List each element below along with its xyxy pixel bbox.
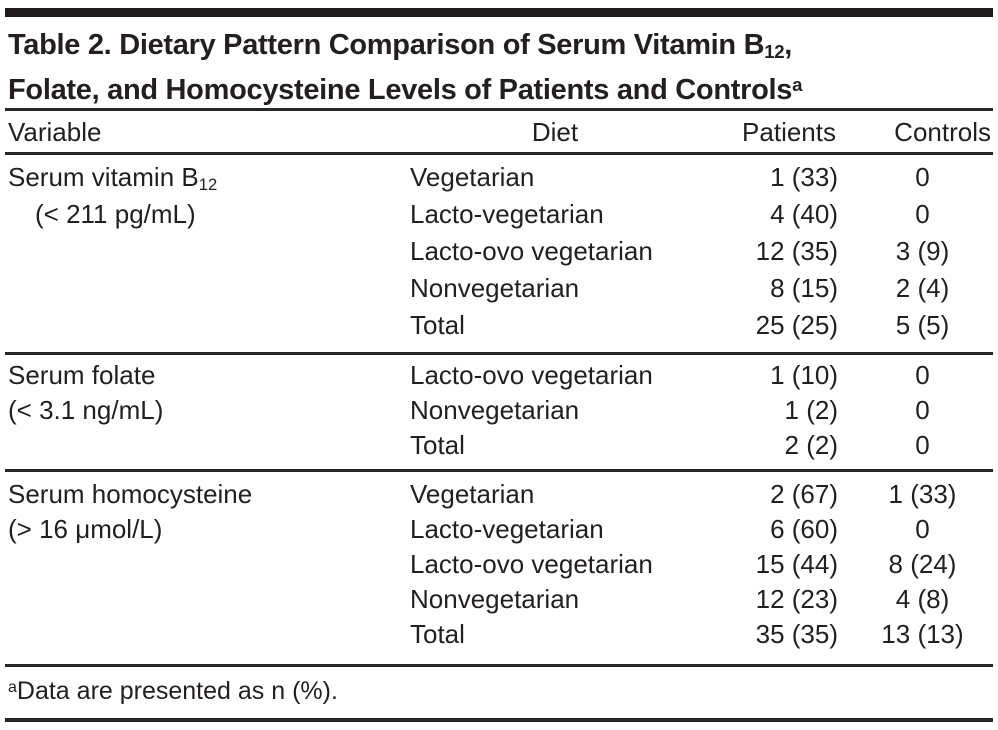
table-row: Serum vitamin B12 Vegetarian 1 (33) 0 — [5, 159, 993, 196]
diet-cell: Vegetarian — [410, 162, 535, 192]
table-section: Serum folate Lacto-ovo vegetarian 1 (10) 0(… — [5, 355, 993, 472]
title-footnote-marker: a — [792, 74, 803, 96]
table-row: Nonvegetarian 12 (23) 4 (8) — [5, 582, 993, 617]
table-section: Serum homocysteine Vegetarian 2 (67) 1 (33)… — [5, 472, 993, 667]
controls-cell: 0 — [915, 514, 930, 544]
footnote-marker: a — [8, 679, 17, 697]
table-title-line1: Table 2. Dietary Pattern Comparison of S… — [8, 29, 793, 63]
patients-cell: 2 (67) — [770, 479, 838, 509]
patients-cell: 8 (15) — [770, 273, 838, 303]
table-row: Serum folate Lacto-ovo vegetarian 1 (10) 0 — [5, 358, 993, 393]
variable-cell: (< 3.1 ng/mL) — [8, 395, 164, 425]
table-bottom-rule — [5, 718, 993, 722]
diet-cell: Total — [410, 430, 465, 460]
controls-cell: 0 — [915, 162, 930, 192]
title-subscript: 12 — [764, 41, 785, 63]
table-row: Nonvegetarian 8 (15) 2 (4) — [5, 270, 993, 307]
column-header-patients: Patients — [742, 117, 836, 147]
controls-cell: 13 (13) — [881, 619, 964, 649]
patients-cell: 12 (35) — [755, 236, 838, 266]
diet-cell: Lacto-ovo vegetarian — [410, 549, 653, 579]
diet-cell: Vegetarian — [410, 479, 535, 509]
diet-cell: Lacto-ovo vegetarian — [410, 236, 653, 266]
column-header-variable: Variable — [8, 117, 102, 147]
controls-cell: 0 — [915, 430, 930, 460]
controls-cell: 4 (8) — [895, 584, 950, 614]
patients-cell: 2 (2) — [784, 430, 838, 460]
variable-cell: (< 211 pg/mL) — [35, 199, 196, 229]
table-row: Total 25 (25) 5 (5) — [5, 307, 993, 344]
diet-cell: Lacto-ovo vegetarian — [410, 360, 653, 390]
patients-cell: 1 (10) — [770, 360, 838, 390]
patients-cell: 4 (40) — [770, 199, 838, 229]
table-row: Serum homocysteine Vegetarian 2 (67) 1 (33) — [5, 477, 993, 512]
controls-cell: 8 (24) — [888, 549, 957, 579]
diet-cell: Nonvegetarian — [410, 273, 580, 303]
footnote-text: Data are presented as n (%). — [16, 677, 338, 705]
table-row: (< 211 pg/mL) Lacto-vegetarian 4 (40) 0 — [5, 196, 993, 233]
controls-cell: 1 (33) — [888, 479, 957, 509]
variable-cell: Serum vitamin B12 — [8, 162, 218, 194]
controls-cell: 5 (5) — [895, 310, 950, 340]
variable-cell: (> 16 μmol/L) — [8, 514, 163, 544]
diet-cell: Nonvegetarian — [410, 395, 580, 425]
table-row: Total 2 (2) 0 — [5, 428, 993, 463]
patients-cell: 35 (35) — [755, 619, 838, 649]
controls-cell: 2 (4) — [895, 273, 950, 303]
patients-cell: 1 (33) — [770, 162, 838, 192]
table-title: Table 2. Dietary Pattern Comparison of S… — [5, 17, 993, 108]
table-row: (< 3.1 ng/mL) Nonvegetarian 1 (2) 0 — [5, 393, 993, 428]
column-header-row: Variable Diet Patients Controls — [5, 111, 993, 152]
controls-cell: 3 (9) — [895, 236, 950, 266]
variable-cell: Serum homocysteine — [8, 479, 253, 509]
patients-cell: 1 (2) — [784, 395, 838, 425]
table-body: Serum vitamin B12 Vegetarian 1 (33) 0 (< 211… — [5, 155, 993, 667]
table-row: Lacto-ovo vegetarian 15 (44) 8 (24) — [5, 547, 993, 582]
diet-cell: Lacto-vegetarian — [410, 199, 604, 229]
variable-subscript: 12 — [198, 174, 218, 194]
table-footnote: aData are presented as n (%). — [5, 667, 993, 718]
variable-cell: Serum folate — [8, 360, 156, 390]
rule-below-header — [5, 152, 993, 155]
rule-below-title — [5, 108, 993, 111]
patients-cell: 6 (60) — [770, 514, 838, 544]
diet-cell: Lacto-vegetarian — [410, 514, 604, 544]
table-row: (> 16 μmol/L) Lacto-vegetarian 6 (60) 0 — [5, 512, 993, 547]
patients-cell: 12 (23) — [755, 584, 838, 614]
table-row: Total 35 (35) 13 (13) — [5, 617, 993, 652]
table-title-line2: Folate, and Homocysteine Levels of Patie… — [8, 74, 803, 106]
patients-cell: 25 (25) — [755, 310, 838, 340]
diet-cell: Nonvegetarian — [410, 584, 580, 614]
patients-cell: 15 (44) — [755, 549, 838, 579]
controls-cell: 0 — [915, 395, 930, 425]
table-section: Serum vitamin B12 Vegetarian 1 (33) 0 (< 211… — [5, 155, 993, 355]
table-top-rule — [5, 8, 993, 17]
column-header-diet: Diet — [531, 117, 579, 147]
diet-cell: Total — [410, 619, 465, 649]
controls-cell: 0 — [915, 360, 930, 390]
diet-cell: Total — [410, 310, 465, 340]
table-row: Lacto-ovo vegetarian 12 (35) 3 (9) — [5, 233, 993, 270]
column-header-controls: Controls — [894, 117, 991, 147]
controls-cell: 0 — [915, 199, 930, 229]
